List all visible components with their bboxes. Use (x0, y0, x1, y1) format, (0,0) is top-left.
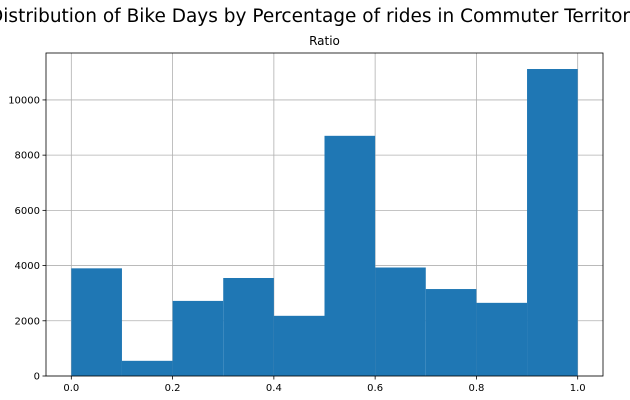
histogram-bar-4 (273, 315, 325, 376)
figure-title: Distribution of Bike Days by Percentage … (0, 6, 630, 27)
x-tick-label-5: 1.0 (570, 383, 586, 394)
x-tick-label-4: 0.8 (468, 383, 484, 394)
histogram-bar-2 (172, 300, 224, 376)
y-tick-label-2: 4000 (15, 261, 40, 272)
histogram-bar-3 (223, 277, 274, 376)
histogram-bar-7 (425, 289, 477, 376)
histogram-bar-6 (375, 267, 426, 376)
histogram-bar-5 (324, 135, 376, 376)
y-tick-label-5: 10000 (8, 95, 40, 106)
plot-frame (45, 52, 604, 377)
histogram-bars (71, 69, 578, 376)
histogram-bar-0 (71, 268, 122, 376)
y-tick-label-4: 8000 (15, 151, 40, 162)
y-tick-label-3: 6000 (15, 206, 40, 217)
histogram-bar-1 (121, 360, 173, 376)
x-tick-label-0: 0.0 (63, 383, 79, 394)
x-tick-label-3: 0.6 (367, 383, 383, 394)
y-tick-label-1: 2000 (15, 316, 40, 327)
axis-ticks: 0.0 0.2 0.4 0.6 0.8 1.0 0 2000 4000 6000 8000 10000 (8, 95, 585, 394)
y-tick-label-0: 0 (34, 372, 40, 383)
histogram-bar-9 (527, 69, 578, 376)
x-tick-label-2: 0.4 (266, 383, 282, 394)
x-tick-label-1: 0.2 (165, 383, 181, 394)
axes-title: Ratio (309, 34, 340, 48)
histogram-bar-8 (476, 302, 528, 376)
